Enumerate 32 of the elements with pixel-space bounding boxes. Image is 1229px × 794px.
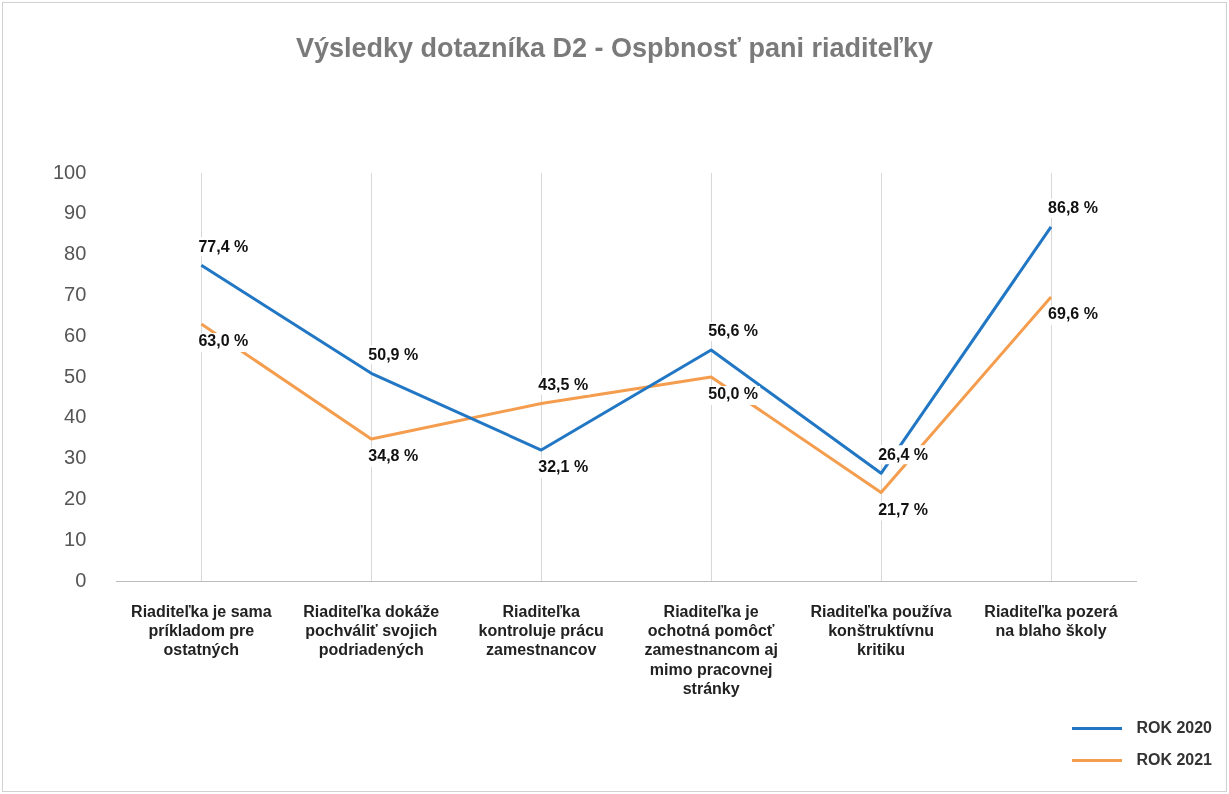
data-label: 77,4 %	[198, 237, 249, 255]
x-tick-label: Riaditeľka dokáže pochváliť svojich podriadených	[303, 603, 440, 659]
data-label: 56,6 %	[708, 322, 759, 340]
legend-label: ROK 2020	[1136, 719, 1212, 737]
y-tick-label: 50	[64, 364, 87, 387]
x-tick-label: Riaditeľka pozerá na blaho školy	[984, 603, 1118, 640]
x-tick-label: Riaditeľka kontroluje prácu zamestnancov	[478, 603, 604, 659]
data-label: 69,6 %	[1048, 305, 1098, 323]
data-label: 86,8 %	[1048, 199, 1098, 217]
y-tick-label: 100	[52, 160, 87, 183]
y-tick-label: 30	[64, 446, 87, 469]
data-label: 34,8 %	[368, 447, 419, 465]
data-label: 26,4 %	[878, 445, 928, 463]
y-tick-label: 70	[64, 282, 87, 305]
y-tick-label: 60	[64, 323, 87, 346]
y-tick-label: 10	[64, 527, 87, 550]
chart-title: Výsledky dotazníka D2 - Ospbnosť pani riaditeľky	[295, 33, 934, 64]
y-tick-label: 80	[64, 242, 87, 265]
y-tick-label: 90	[64, 201, 87, 224]
data-label: 43,5 %	[538, 375, 589, 393]
data-label: 63,0 %	[198, 332, 249, 350]
data-label: 50,9 %	[368, 345, 419, 363]
legend-label: ROK 2021	[1136, 751, 1212, 769]
y-tick-label: 40	[64, 405, 87, 428]
y-tick-label: 20	[64, 486, 87, 509]
data-label: 32,1 %	[538, 458, 589, 476]
x-tick-label: Riaditeľka používa konštruktívnu kritiku	[810, 603, 952, 659]
x-tick-label: Riaditeľka je ochotná pomôcť zamestnancom aj mimo pracovnej stránky	[644, 603, 778, 697]
y-tick-label: 0	[75, 568, 87, 591]
x-tick-label: Riaditeľka je sama príkladom pre ostatných	[131, 603, 272, 659]
data-label: 21,7 %	[878, 500, 928, 518]
data-label: 50,0 %	[708, 385, 759, 403]
